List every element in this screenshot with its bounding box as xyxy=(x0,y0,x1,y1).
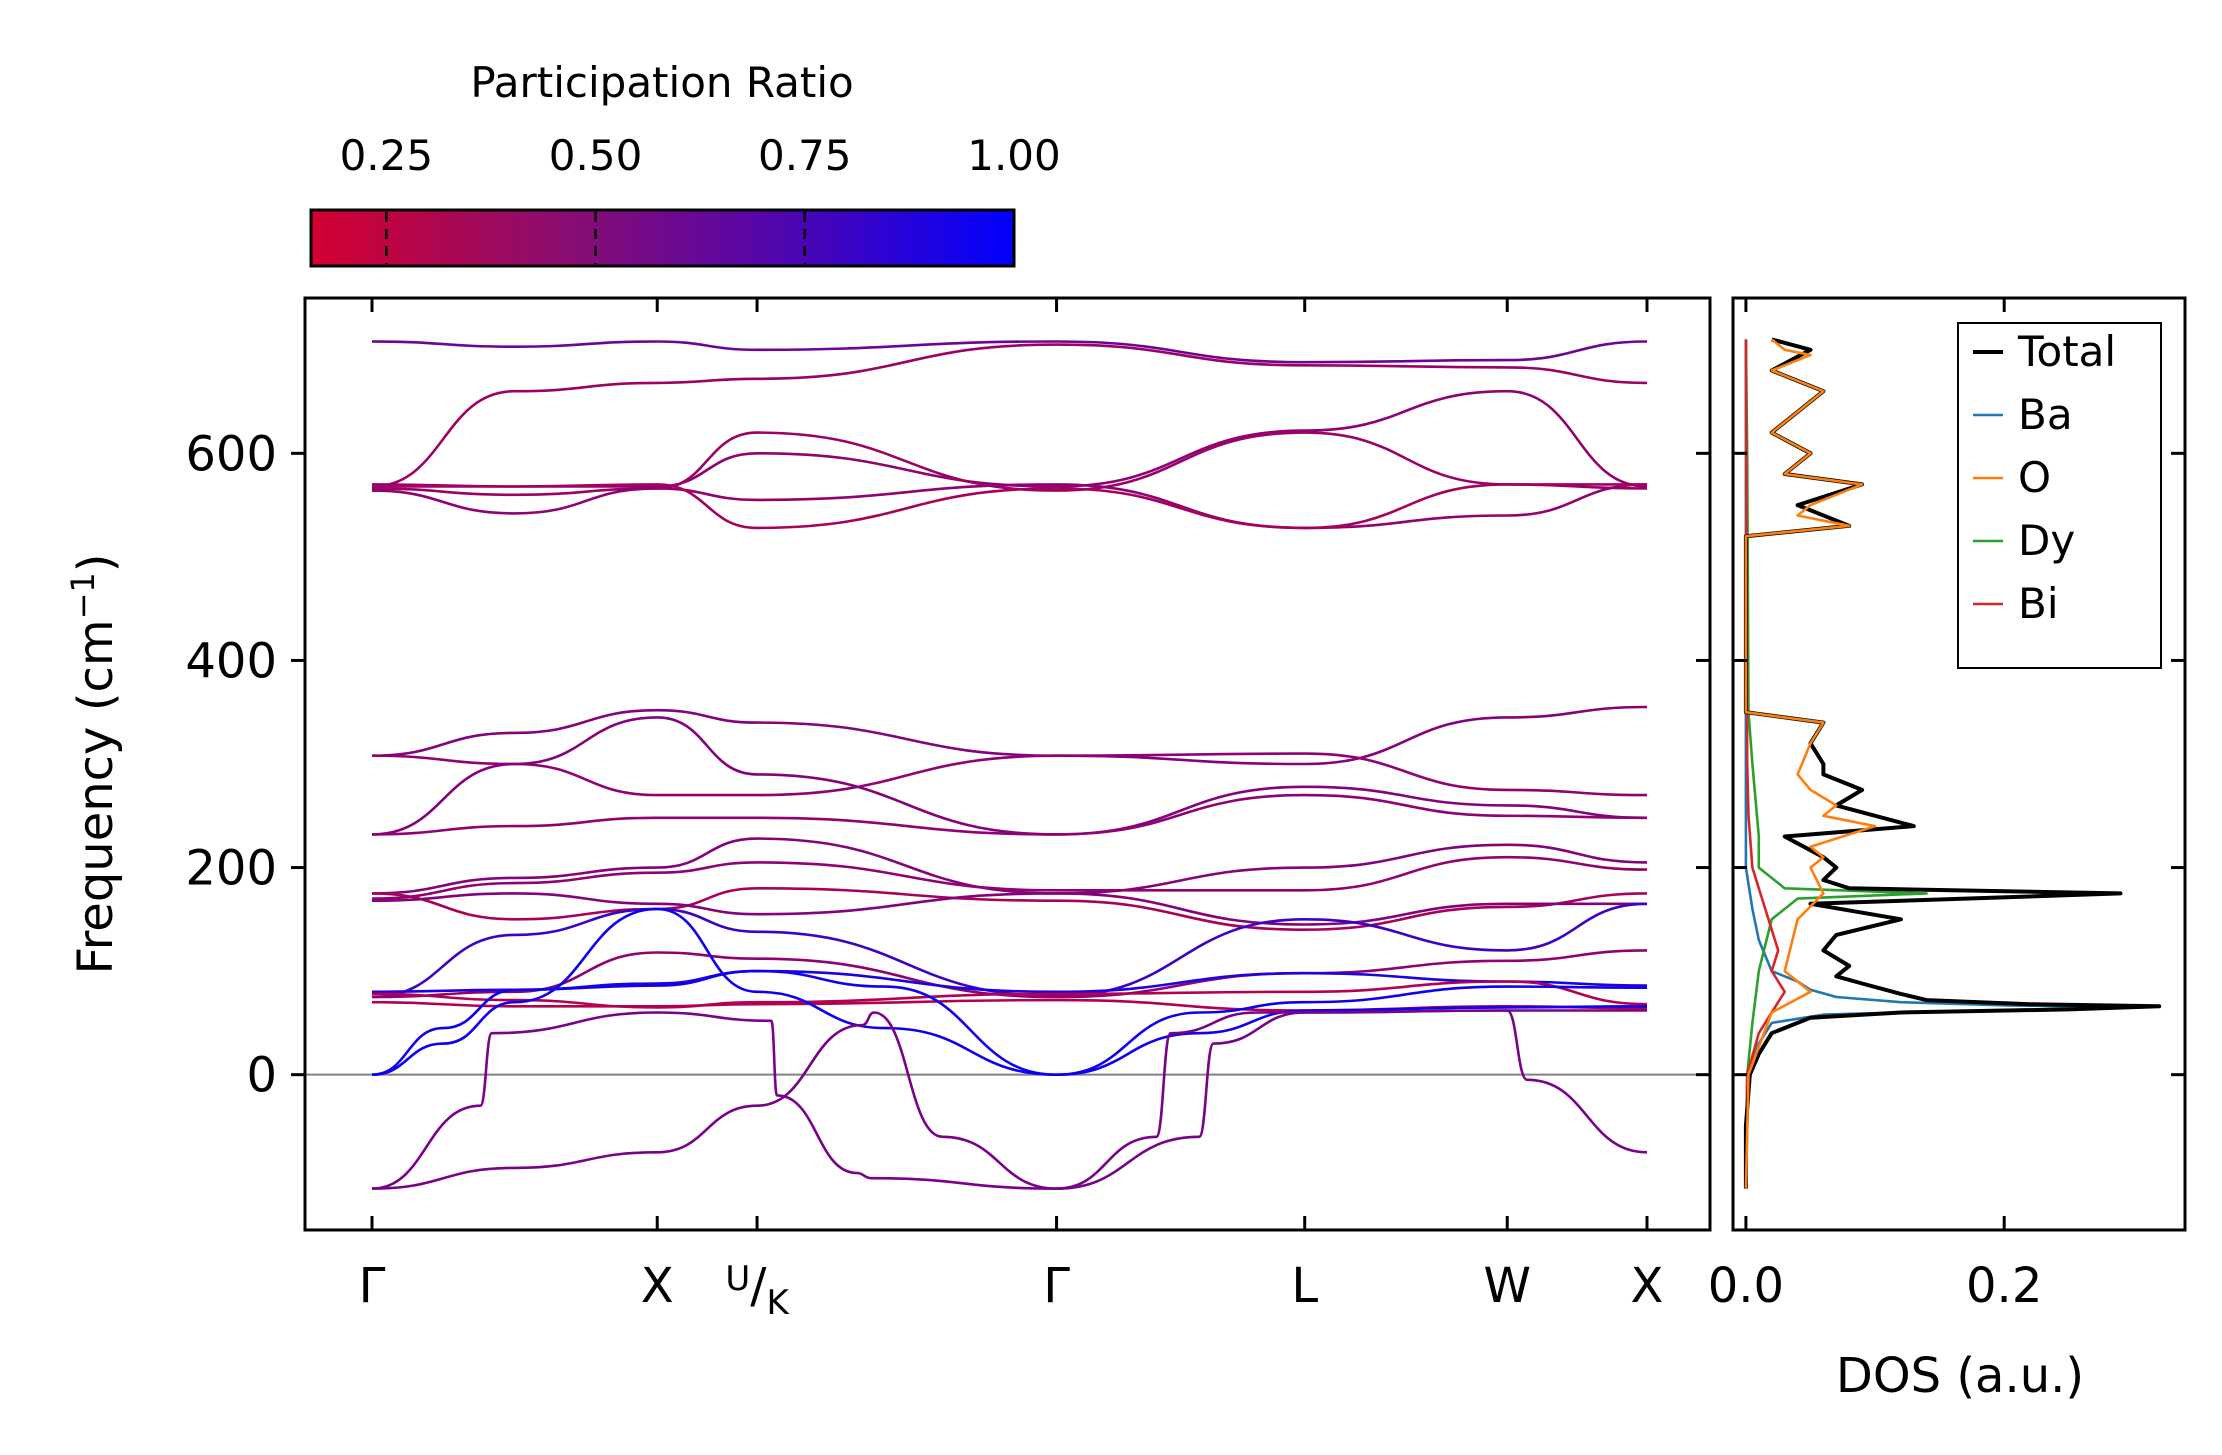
phonon-band-7 xyxy=(371,752,1648,797)
colorbar-tick-label: 1.00 xyxy=(967,131,1061,180)
legend-box xyxy=(1957,322,2162,669)
colorbar-tick-label: 0.25 xyxy=(340,131,434,180)
band-x-ticks: Γ X U/K Γ L W X xyxy=(359,298,1664,1323)
phonon-bands xyxy=(371,340,1648,1190)
legend-label-total: Total xyxy=(2017,327,2116,376)
y-tick-label: 0 xyxy=(246,1048,277,1104)
kpoint-label: X xyxy=(1631,1258,1664,1314)
y-axis-label: Frequency (cm−1) xyxy=(64,553,124,974)
dos-legend: Total Ba O Dy Bi xyxy=(1957,322,2162,669)
legend-label-bi: Bi xyxy=(2018,579,2058,628)
phonon-band-6 xyxy=(371,705,1648,766)
legend-label-dy: Dy xyxy=(2018,516,2075,565)
colorbar: Participation Ratio 0.25 0.50 0.75 1.00 xyxy=(309,58,1061,268)
band-structure-panel: 0 200 400 600 Γ X U/K Γ L W X Frequency (cm−1) xyxy=(64,296,1712,1323)
dos-line-o xyxy=(1744,338,1877,1189)
phonon-band-4 xyxy=(371,483,1648,530)
phonon-band-2 xyxy=(371,389,1648,488)
y-tick-label: 200 xyxy=(185,841,277,897)
legend-label-o: O xyxy=(2018,453,2051,502)
kpoint-label: Γ xyxy=(359,1258,386,1314)
phonon-band-8 xyxy=(371,716,1648,836)
phonon-band-21 xyxy=(371,1009,1648,1190)
colorbar-gradient xyxy=(309,208,1016,268)
phonon-band-0 xyxy=(371,340,1648,364)
kpoint-label: L xyxy=(1291,1258,1318,1314)
y-tick-label: 400 xyxy=(185,633,277,689)
colorbar-ticks: 0.25 0.50 0.75 1.00 xyxy=(340,131,1061,264)
dos-line-total xyxy=(1743,337,2162,1189)
phonon-band-12 xyxy=(371,886,1648,932)
dos-line-dy xyxy=(1744,339,1928,1189)
colorbar-tick-label: 0.50 xyxy=(549,131,643,180)
dos-x-tick-label: 0.0 xyxy=(1708,1258,1784,1314)
dos-panel: 0.0 0.2 DOS (a.u.) Total Ba O Dy Bi xyxy=(1708,296,2187,1404)
phonon-band-5 xyxy=(372,483,1648,530)
band-axes-frame xyxy=(303,296,1712,1232)
phonon-band-22 xyxy=(371,1009,1647,1190)
kpoint-label: W xyxy=(1484,1258,1531,1314)
dos-y-ticks xyxy=(1733,451,2185,1077)
phonon-band-19 xyxy=(371,969,1648,1077)
phonon-band-1 xyxy=(371,343,1648,488)
kpoint-label: U/K xyxy=(725,1258,790,1323)
band-y-ticks: 0 200 400 600 xyxy=(185,426,1710,1104)
dos-x-ticks: 0.0 0.2 xyxy=(1708,298,2042,1314)
phonon-band-3 xyxy=(371,431,1648,497)
kpoint-label: Γ xyxy=(1043,1258,1070,1314)
dos-axes-frame xyxy=(1731,296,2187,1232)
dos-line-bi xyxy=(1744,339,1786,1189)
dos-line-ba xyxy=(1744,339,2135,1189)
kpoint-label: X xyxy=(641,1258,674,1314)
dos-x-tick-label: 0.2 xyxy=(1966,1258,2042,1314)
y-tick-label: 600 xyxy=(185,426,277,482)
colorbar-tick-label: 0.75 xyxy=(758,131,852,180)
phonon-band-11 xyxy=(371,855,1648,900)
colorbar-title: Participation Ratio xyxy=(470,58,853,107)
dos-curves xyxy=(1743,337,2162,1189)
phonon-band-10 xyxy=(371,837,1648,895)
phonon-band-14 xyxy=(371,902,1648,999)
legend-label-ba: Ba xyxy=(2018,390,2073,439)
phonon-band-17 xyxy=(371,980,1648,1009)
phonon-band-13 xyxy=(371,892,1647,926)
x-axis-label-dos: DOS (a.u.) xyxy=(1836,1348,2084,1404)
phonon-band-9 xyxy=(371,793,1648,836)
